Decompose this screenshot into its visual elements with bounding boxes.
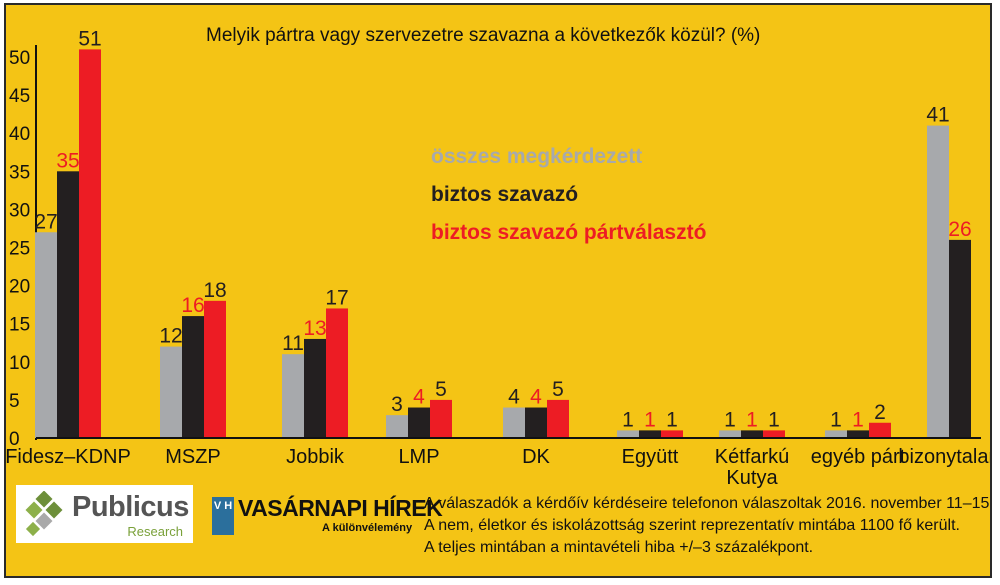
- bar: [160, 346, 182, 438]
- methodology-notes: A válaszadók a kérdőív kérdéseire telefo…: [424, 493, 992, 559]
- bar: [617, 430, 639, 438]
- x-category-label: Kétfarkú: [715, 446, 789, 468]
- bar: [525, 407, 547, 438]
- y-tick-label: 45: [9, 86, 30, 107]
- bar: [326, 308, 348, 438]
- data-label: 41: [926, 104, 949, 127]
- y-tick-label: 35: [9, 162, 30, 183]
- x-category-label: Együtt: [622, 446, 679, 468]
- data-label: 27: [34, 210, 57, 233]
- data-label: 1: [746, 408, 758, 431]
- y-tick-label: 0: [9, 429, 20, 450]
- data-label: 1: [768, 408, 780, 431]
- x-category-label: Jobbik: [286, 446, 345, 468]
- chart-title: Melyik pártra vagy szervezetre szavazna …: [206, 25, 760, 46]
- x-category-label: egyéb párt: [811, 446, 906, 468]
- bar: [430, 399, 452, 438]
- vh-name: VASÁRNAPI HÍREK: [238, 495, 443, 521]
- legend-entry: összes megkérdezett: [431, 145, 642, 168]
- publicus-logo: Publicus Research: [16, 485, 193, 543]
- y-tick-label: 25: [9, 239, 30, 260]
- data-label: 18: [203, 279, 226, 302]
- data-label: 2: [874, 401, 886, 424]
- bar: [869, 422, 891, 438]
- vh-badge-letters: V H: [213, 500, 233, 512]
- data-label: 12: [159, 325, 182, 348]
- y-tick-label: 50: [9, 48, 30, 69]
- y-tick-label: 15: [9, 315, 30, 336]
- data-label: 1: [724, 408, 736, 431]
- bar: [639, 430, 661, 438]
- data-label: 13: [303, 317, 326, 340]
- bar: [661, 430, 683, 438]
- legend-entry: biztos szavazó: [431, 183, 578, 206]
- bar: [57, 171, 79, 439]
- bar: [386, 415, 408, 438]
- data-label: 16: [181, 294, 204, 317]
- note-line: A nem, életkor és iskolázottság szerint …: [424, 517, 960, 534]
- data-label: 11: [282, 332, 304, 355]
- legend-entry: biztos szavazó pártválasztó: [431, 221, 706, 244]
- bar: [503, 407, 525, 438]
- y-tick-label: 30: [9, 200, 30, 221]
- y-tick-label: 10: [9, 353, 30, 374]
- bar: [282, 354, 304, 438]
- publicus-name: Publicus: [72, 491, 189, 523]
- data-label: 1: [830, 408, 842, 431]
- publicus-subtitle: Research: [127, 524, 183, 539]
- bar-chart: Melyik pártra vagy szervezetre szavazna …: [6, 5, 990, 576]
- data-label: 17: [325, 286, 348, 309]
- bar: [741, 430, 763, 438]
- data-label: 4: [413, 386, 425, 409]
- data-label: 26: [948, 218, 971, 241]
- bar: [547, 399, 569, 438]
- data-label: 51: [78, 27, 101, 50]
- bar: [719, 430, 741, 438]
- data-label: 1: [644, 408, 656, 431]
- x-category-label: MSZP: [165, 446, 221, 468]
- bar: [408, 407, 430, 438]
- data-label: 1: [622, 408, 634, 431]
- data-label: 3: [391, 393, 403, 416]
- data-label: 1: [852, 408, 864, 431]
- bar: [35, 232, 57, 438]
- vh-subtitle: A különvélemény: [322, 522, 413, 534]
- infographic-frame: Melyik pártra vagy szervezetre szavazna …: [4, 3, 992, 578]
- data-label: 5: [552, 378, 564, 401]
- bar: [927, 125, 949, 438]
- x-category-label: DK: [522, 446, 550, 468]
- bar: [825, 430, 847, 438]
- x-category-label: Kutya: [726, 467, 778, 489]
- bar: [182, 316, 204, 438]
- x-category-label: bizonytalan: [898, 446, 990, 468]
- bar: [763, 430, 785, 438]
- vh-badge-icon: [212, 497, 234, 535]
- chart-background: [6, 5, 990, 576]
- x-category-label: Fidesz–KDNP: [6, 446, 131, 468]
- vasarnapi-hirek-logo: V H VASÁRNAPI HÍREK A különvélemény: [212, 495, 443, 545]
- bar: [79, 49, 101, 438]
- data-label: 5: [435, 378, 447, 401]
- bar: [949, 239, 971, 438]
- data-label: 35: [56, 149, 79, 172]
- note-line: A teljes mintában a mintavételi hiba +/–…: [424, 539, 814, 556]
- bar: [847, 430, 869, 438]
- note-line: A válaszadók a kérdőív kérdéseire telefo…: [424, 495, 992, 512]
- bar: [304, 338, 326, 438]
- publicus-diamond-icon: [25, 491, 63, 537]
- data-label: 1: [666, 408, 678, 431]
- data-label: 4: [530, 386, 542, 409]
- x-category-label: LMP: [398, 446, 439, 468]
- y-tick-label: 40: [9, 124, 30, 145]
- y-tick-label: 20: [9, 277, 30, 298]
- data-label: 4: [508, 386, 520, 409]
- bar: [204, 300, 226, 438]
- y-tick-label: 5: [9, 391, 20, 412]
